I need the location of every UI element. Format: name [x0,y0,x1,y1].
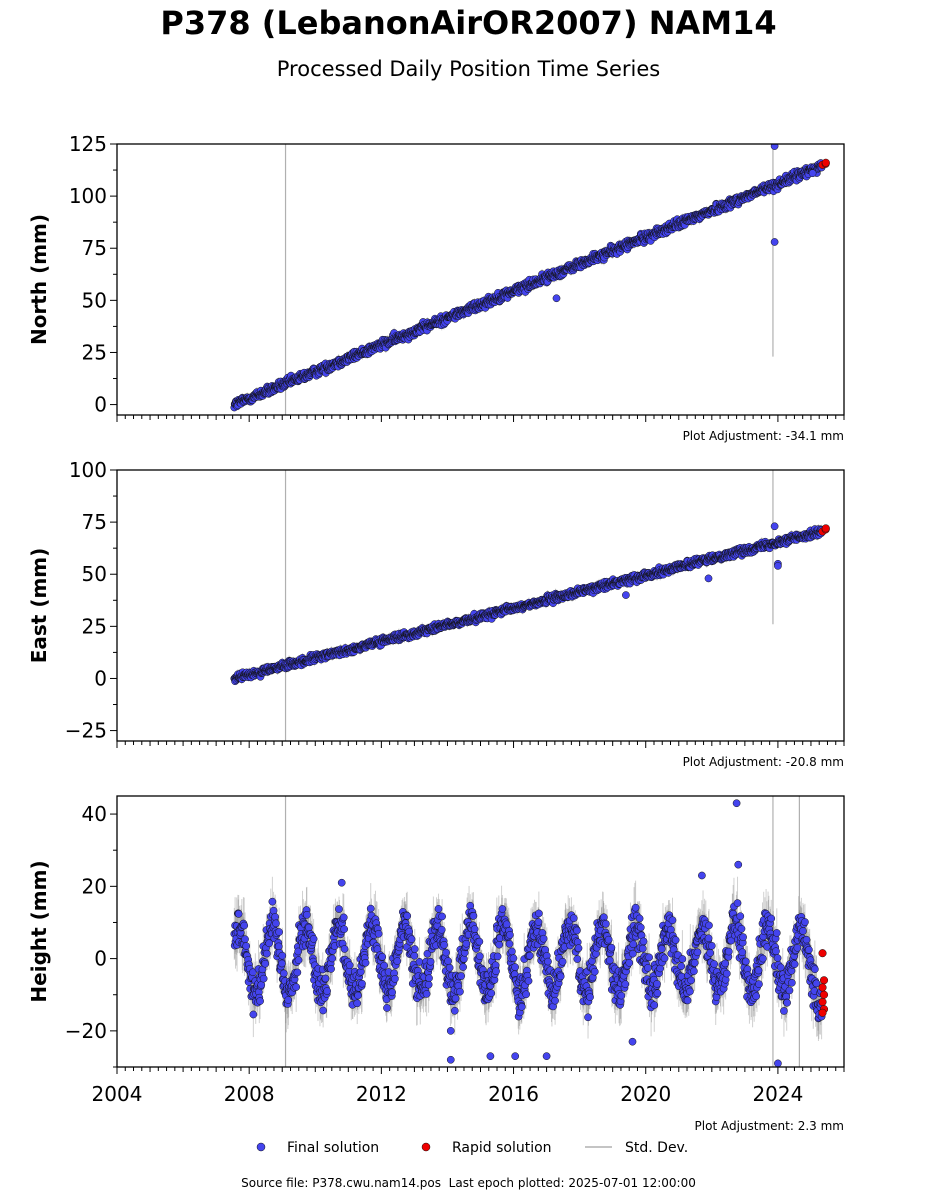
chart-subtitle: Processed Daily Position Time Series [276,57,661,81]
final-solution-point [552,294,561,303]
y-tick-label: 75 [82,236,107,260]
y-axis-label: North (mm) [27,214,51,345]
panel-east [110,469,845,748]
final-solution-point [770,144,779,150]
panel-north [110,143,845,422]
y-tick-label: 0 [94,393,107,417]
y-tick-label: 50 [82,288,107,312]
y-tick-label: 25 [82,340,107,364]
chart-title: P378 (LebanonAirOR2007) NAM14 [160,4,777,42]
plot-area [230,470,830,741]
y-tick-label: 125 [69,132,107,156]
plot-area [230,144,830,415]
plot-adjustment-text: Plot Adjustment: -34.1 mm [683,429,844,443]
final-solution-point [770,238,779,246]
rapid-solution-point [821,158,830,167]
y-tick-label: 100 [69,184,107,208]
plot-frame [116,143,845,416]
final-solution-point [808,169,817,178]
